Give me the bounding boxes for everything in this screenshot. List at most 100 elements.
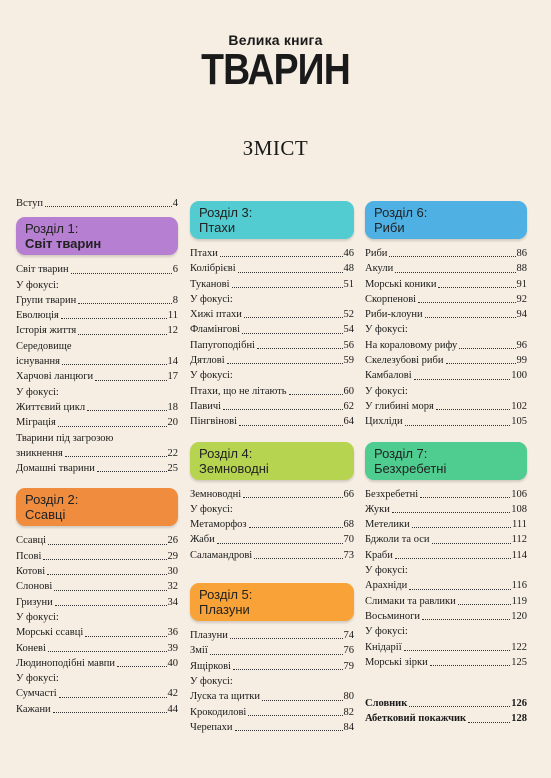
toc-entry[interactable]: Змії 76 xyxy=(190,643,354,658)
toc-entry[interactable]: Людиноподібні мавпи 40 xyxy=(16,656,178,671)
toc-entry[interactable]: Абетковий покажчик 128 xyxy=(365,711,527,726)
toc-entry[interactable]: Риби-клоуни 94 xyxy=(365,307,527,322)
toc-entry[interactable]: Харчові ланцюги 17 xyxy=(16,369,178,384)
section-3-badge[interactable]: Розділ 3: Птахи xyxy=(190,201,354,239)
toc-entry-title: Птахи xyxy=(190,248,218,259)
toc-entry[interactable]: Черепахи 84 xyxy=(190,720,354,735)
toc-entry[interactable]: Міграція 20 xyxy=(16,415,178,430)
section-title: Ссавці xyxy=(25,507,66,523)
dot-leader xyxy=(468,721,511,723)
section-1-badge[interactable]: Розділ 1: Світ тварин xyxy=(16,217,178,256)
toc-entry[interactable]: Метаморфоз 68 xyxy=(190,517,354,532)
toc-entry[interactable]: Дятлові 59 xyxy=(190,353,354,368)
toc-entry-page: 39 xyxy=(167,642,179,654)
toc-entry[interactable]: Крокодилові 82 xyxy=(190,705,354,720)
toc-entry-page: 29 xyxy=(167,550,179,562)
toc-entry[interactable]: Земноводні 66 xyxy=(190,487,354,502)
toc-entry-title: На кораловому рифу xyxy=(365,339,458,351)
toc-entry[interactable]: На кораловому рифу 96 xyxy=(365,338,527,353)
toc-entry[interactable]: Безхребетні 106 xyxy=(365,487,527,502)
toc-entry[interactable]: Слонові 32 xyxy=(16,579,178,594)
toc-entry-title: Хижі птахи xyxy=(190,309,242,321)
toc-entry[interactable]: Цихліди 105 xyxy=(365,414,527,429)
toc-entry-title: Безхребетні xyxy=(365,488,419,500)
toc-entry[interactable]: Групи тварин 8 xyxy=(16,293,178,308)
toc-entry-page: 112 xyxy=(511,534,527,546)
toc-entry-title: Земноводні xyxy=(190,488,242,500)
toc-entry[interactable]: Фламінгові 54 xyxy=(190,322,354,337)
toc-entry[interactable]: Котові 30 xyxy=(16,564,178,579)
toc-entry[interactable]: Морські коники 91 xyxy=(365,277,527,292)
toc-entry[interactable]: Гризуни 34 xyxy=(16,595,178,610)
section-6-badge[interactable]: Розділ 6: Риби xyxy=(365,201,527,239)
dot-leader xyxy=(457,603,511,605)
toc-entry[interactable]: Арахніди 116 xyxy=(365,578,527,593)
toc-entry-title: Морські коники xyxy=(365,278,437,290)
toc-entry[interactable]: Історія життя 12 xyxy=(16,323,178,338)
toc-entry[interactable]: Хижі птахи 52 xyxy=(190,307,354,322)
toc-entry[interactable]: Павичі 62 xyxy=(190,399,354,414)
section-5-badge[interactable]: Розділ 5: Плазуни xyxy=(190,583,354,622)
toc-entry-intro[interactable]: Вступ 4 xyxy=(16,196,178,211)
toc-entry[interactable]: Домашні тварини 25 xyxy=(16,461,178,476)
toc-entry[interactable]: Колібрієві 48 xyxy=(190,261,354,276)
toc-entry-page: 52 xyxy=(343,309,355,321)
toc-entry[interactable]: Луска та щитки 80 xyxy=(190,689,354,704)
toc-entry[interactable]: У глибині моря 102 xyxy=(365,399,527,414)
toc-entry[interactable]: Пінгвінові 64 xyxy=(190,414,354,429)
toc-entry[interactable]: Морські ссавці 36 xyxy=(16,625,178,640)
toc-entry[interactable]: Метелики 111 xyxy=(365,517,527,532)
toc-entry[interactable]: Скорпенові 92 xyxy=(365,292,527,307)
dot-leader xyxy=(78,303,172,305)
toc-entry-title: Людиноподібні мавпи xyxy=(16,657,116,669)
dot-leader xyxy=(229,638,343,640)
toc-entry[interactable]: Еволюція 11 xyxy=(16,308,178,323)
dot-leader xyxy=(96,471,167,473)
toc-entry-title: Птахи, що не літають xyxy=(190,385,287,397)
toc-entry[interactable]: Кнідарії 122 xyxy=(365,640,527,655)
toc-entry[interactable]: Камбалові 100 xyxy=(365,368,527,383)
toc-entry[interactable]: Риби 86 xyxy=(365,246,527,261)
toc-entry-page: 76 xyxy=(343,645,355,657)
toc-entry[interactable]: Акули 88 xyxy=(365,261,527,276)
toc-entry[interactable]: Псові 29 xyxy=(16,549,178,564)
toc-entry[interactable]: Коневі 39 xyxy=(16,641,178,656)
toc-label: У фокусі: xyxy=(16,386,59,398)
dot-leader xyxy=(52,712,167,714)
toc-label: Тварини під загрозою xyxy=(16,432,114,444)
toc-entry[interactable]: Сумчасті 42 xyxy=(16,686,178,701)
toc-entry[interactable]: Саламандрові 73 xyxy=(190,548,354,563)
toc-entry-title: Морські ссавці xyxy=(16,627,84,639)
toc-entry[interactable]: Життєвий цикл 18 xyxy=(16,400,178,415)
section-7-badge[interactable]: Розділ 7: Безхребетні xyxy=(365,441,527,480)
toc-entry[interactable]: Ящіркові 79 xyxy=(190,659,354,674)
toc-entry[interactable]: Папугоподібні 56 xyxy=(190,338,354,353)
dot-leader xyxy=(239,424,343,426)
toc-entry[interactable]: Бджоли та оси 112 xyxy=(365,532,527,547)
toc-entry[interactable]: Жуки 108 xyxy=(365,502,527,517)
section-2-badge[interactable]: Розділ 2: Ссавці xyxy=(16,488,178,527)
toc-entry-page: 48 xyxy=(343,263,355,275)
toc-entry[interactable]: Восьминоги 120 xyxy=(365,609,527,624)
toc-entry[interactable]: Кажани 44 xyxy=(16,702,178,717)
toc-entry[interactable]: Туканові 51 xyxy=(190,277,354,292)
toc-entry[interactable]: Словник 126 xyxy=(365,696,527,711)
toc-entry[interactable]: існування 14 xyxy=(16,354,178,369)
toc-entry[interactable]: Ссавці 26 xyxy=(16,533,178,548)
toc-entry[interactable]: Жаби 70 xyxy=(190,532,354,547)
toc-entry[interactable]: Слимаки та равлики 119 xyxy=(365,594,527,609)
toc-entry-title: Ящіркові xyxy=(190,660,231,672)
toc-entry-page: 105 xyxy=(511,416,527,428)
toc-entry[interactable]: Птахи 46 xyxy=(190,246,354,261)
toc-entry[interactable]: зникнення 22 xyxy=(16,446,178,461)
toc-entry[interactable]: Краби 114 xyxy=(365,548,527,563)
toc-label: У фокусі: xyxy=(16,279,59,291)
dot-leader xyxy=(409,706,511,708)
toc-entry[interactable]: Морські зірки 125 xyxy=(365,655,527,670)
toc-entry[interactable]: Скелезубові риби 99 xyxy=(365,353,527,368)
toc-entry[interactable]: Світ тварин 6 xyxy=(16,262,178,277)
toc-entry[interactable]: Птахи, що не літають 60 xyxy=(190,384,354,399)
section-4-badge[interactable]: Розділ 4: Земноводні xyxy=(190,441,354,480)
toc-entry[interactable]: Плазуни 74 xyxy=(190,628,354,643)
dot-leader xyxy=(54,589,167,591)
